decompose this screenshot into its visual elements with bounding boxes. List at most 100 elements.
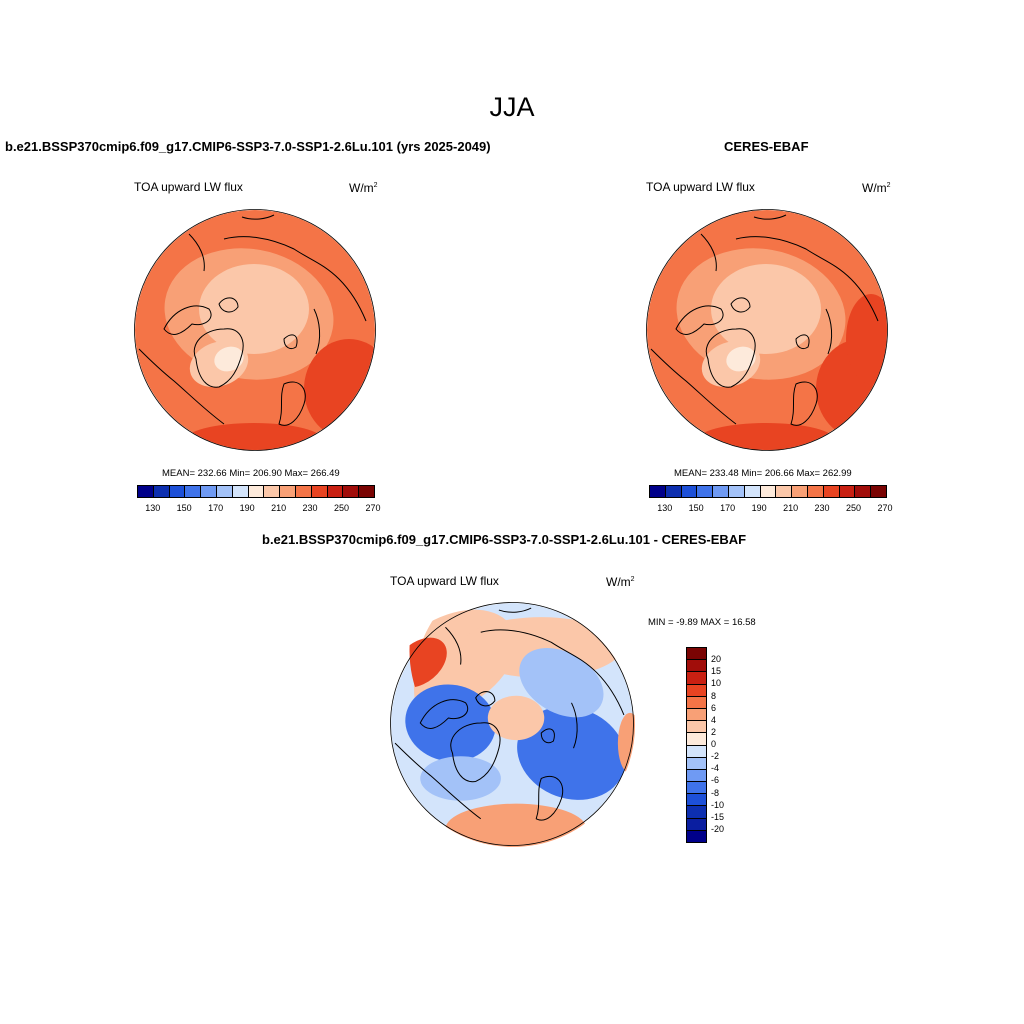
- model-colorbar: [137, 485, 375, 498]
- diff-colorbar-box: [687, 708, 706, 722]
- obs-colorbar-box: [776, 486, 793, 497]
- model-colorbar-box: [185, 486, 202, 497]
- obs-colorbar-box: [760, 486, 777, 497]
- diff-colorbar-label: 20: [711, 654, 722, 665]
- obs-colorbar-tick-label: 270: [877, 503, 893, 513]
- diff-colorbar-box: [687, 672, 706, 685]
- diff-colorbar-label: -6: [711, 775, 720, 786]
- model-colorbar-box: [343, 486, 360, 497]
- model-units-label: W/m2: [349, 181, 378, 195]
- diff-colorbar-label: -10: [711, 799, 725, 810]
- coastline: [138, 348, 225, 425]
- field-region: [445, 803, 587, 848]
- obs-colorbar: [649, 485, 887, 498]
- diff-colorbar-box: [687, 648, 706, 661]
- coastline: [700, 233, 717, 272]
- model-colorbar-box: [327, 486, 344, 497]
- coastline: [163, 305, 212, 335]
- obs-variable-label: TOA upward LW flux: [646, 180, 755, 194]
- model-colorbar-box: [138, 486, 154, 497]
- coastline: [193, 328, 244, 388]
- coastline: [825, 308, 833, 355]
- diff-colorbar-box: [687, 757, 706, 770]
- diff-colorbar-box: [687, 696, 706, 709]
- coastline: [394, 742, 482, 820]
- obs-colorbar-tick-label: 170: [720, 503, 736, 513]
- diff-colorbar-box: [687, 684, 706, 697]
- model-colorbar-tick-label: 270: [365, 503, 381, 513]
- coastline: [675, 305, 724, 335]
- model-colorbar-box: [264, 486, 281, 497]
- field-region: [420, 756, 501, 801]
- diff-colorbar-box: [687, 806, 706, 819]
- diff-colorbar-box: [687, 745, 706, 758]
- model-colorbar-box: [248, 486, 265, 497]
- model-colorbar-tick-label: 250: [334, 503, 350, 513]
- obs-colorbar-box: [650, 486, 666, 497]
- coastline: [278, 381, 306, 426]
- diff-colorbar-box: [687, 830, 706, 842]
- obs-colorbar-box: [823, 486, 840, 497]
- diff-colorbar-box: [687, 733, 706, 746]
- model-colorbar-box: [295, 486, 312, 497]
- diff-colorbar-box: [687, 794, 706, 807]
- diff-colorbar-box: [687, 769, 706, 783]
- field-region: [726, 346, 756, 372]
- obs-colorbar-tick-label: 210: [783, 503, 799, 513]
- obs-colorbar-tick-label: 190: [751, 503, 767, 513]
- obs-panel-title: CERES-EBAF: [724, 139, 809, 154]
- coastline: [705, 328, 756, 388]
- diff-colorbar-label: 8: [711, 690, 717, 701]
- field-region: [304, 339, 375, 439]
- obs-colorbar-tick-label: 250: [846, 503, 862, 513]
- field-region: [214, 346, 244, 372]
- diff-variable-label: TOA upward LW flux: [390, 574, 499, 588]
- obs-colorbar-tick-label: 130: [657, 503, 673, 513]
- obs-stats: MEAN= 233.48 Min= 206.66 Max= 262.99: [674, 468, 852, 479]
- diff-colorbar-label: -2: [711, 751, 720, 762]
- model-colorbar-tick-label: 170: [208, 503, 224, 513]
- obs-colorbar-box: [871, 486, 886, 497]
- map-boundary: [646, 209, 888, 451]
- coastline: [730, 297, 751, 313]
- diff-units-label: W/m2: [606, 575, 635, 589]
- field-region: [519, 648, 604, 718]
- diff-colorbar-box: [687, 660, 706, 673]
- obs-colorbar-box: [697, 486, 714, 497]
- coastline: [313, 308, 321, 355]
- model-panel-title: b.e21.BSSP370cmip6.f09_g17.CMIP6-SSP3-7.…: [5, 139, 491, 154]
- coastline: [571, 702, 578, 749]
- diff-colorbar-labels: 20 15 10 8 6 4 2 0 -2 -4 -6 -8 -10 -15 -20: [711, 647, 741, 841]
- model-colorbar-box: [311, 486, 328, 497]
- model-polar-map: [134, 209, 376, 451]
- field-region: [405, 684, 496, 762]
- field-region: [696, 423, 836, 450]
- model-colorbar-tick-label: 190: [239, 503, 255, 513]
- diff-colorbar-label: -15: [711, 811, 725, 822]
- coastline: [218, 297, 239, 313]
- model-colorbar-box: [359, 486, 374, 497]
- diff-colorbar-label: -4: [711, 763, 720, 774]
- obs-colorbar-box: [728, 486, 745, 497]
- coastline: [735, 236, 879, 322]
- coastline: [480, 629, 625, 716]
- obs-colorbar-box: [713, 486, 729, 497]
- model-variable-label: TOA upward LW flux: [134, 180, 243, 194]
- coastline: [241, 214, 275, 220]
- coastline: [450, 722, 501, 783]
- obs-colorbar-tick-label: 230: [814, 503, 830, 513]
- obs-colorbar-tick-label: 150: [688, 503, 704, 513]
- coastline: [475, 691, 496, 707]
- diff-colorbar-label: 4: [711, 714, 717, 725]
- coastline: [753, 214, 787, 220]
- obs-colorbar-box: [792, 486, 808, 497]
- diff-colorbar-box: [687, 818, 706, 831]
- obs-colorbar-box: [665, 486, 682, 497]
- obs-colorbar-box: [681, 486, 698, 497]
- diff-colorbar-box: [687, 782, 706, 795]
- model-colorbar-box: [169, 486, 186, 497]
- obs-colorbar-box: [807, 486, 824, 497]
- diff-colorbar-label: 0: [711, 739, 717, 749]
- model-colorbar-box: [280, 486, 296, 497]
- field-region: [184, 423, 324, 450]
